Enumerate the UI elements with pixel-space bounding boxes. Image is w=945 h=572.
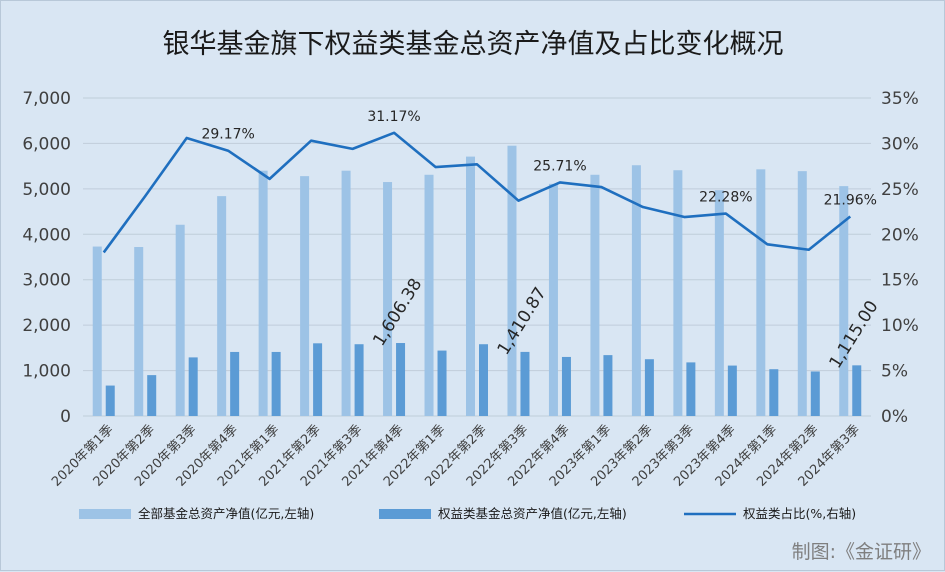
legend-swatch-equity [379,509,431,519]
bar-total [134,247,143,416]
left-tick-label: 7,000 [22,89,71,109]
source-credit: 制图:《金证研》 [792,541,931,563]
bar-total [798,171,807,416]
bar-equity [686,362,695,416]
bar-total [756,169,765,416]
bar-equity [189,357,198,416]
legend-label-ratio: 权益类占比(%,右轴) [743,506,856,521]
value-label: 1,115.00 [825,297,882,372]
bar-equity [230,352,239,416]
right-tick-label: 25% [881,180,919,200]
left-tick-label: 0 [60,407,71,427]
bar-total [342,171,351,416]
bar-equity [147,375,156,416]
bar-equity [852,365,861,416]
bar-total [93,247,102,416]
bar-equity [811,371,820,416]
bar-equity [520,352,529,416]
right-tick-label: 35% [881,89,919,109]
left-tick-label: 4,000 [22,225,71,245]
bar-equity [479,344,488,416]
bar-equity [106,386,115,416]
percent-label: 31.17% [367,109,420,125]
bar-total [176,225,185,416]
right-tick-label: 5% [881,362,908,382]
bar-total [259,171,268,416]
value-label: 1,410.87 [494,284,551,359]
percent-label: 29.17% [201,127,254,143]
bar-total [383,182,392,416]
left-tick-label: 2,000 [22,316,71,336]
bar-equity [645,359,654,416]
bar-equity [355,344,364,416]
gridlines [83,98,871,416]
chart-title: 银华基金旗下权益类基金总资产净值及占比变化概况 [163,29,784,60]
bar-total [549,184,558,416]
legend-swatch-total [79,509,131,519]
percent-label: 22.28% [699,190,752,206]
right-tick-label: 0% [881,407,908,427]
bar-total [217,196,226,416]
bar-equity [603,355,612,416]
left-tick-label: 5,000 [22,180,71,200]
percent-label: 21.96% [824,192,877,208]
bar-total [507,146,516,416]
bar-total [715,190,724,416]
legend-label-equity: 权益类基金总资产净值(亿元,左轴) [438,506,627,521]
bar-equity [313,343,322,416]
bar-equity [728,366,737,416]
x-axis: 2020年第1季2020年第2季2020年第3季2020年第4季2021年第1季… [49,422,863,489]
value-label: 1,606.38 [369,275,426,350]
legend: 全部基金总资产净值(亿元,左轴) 权益类基金总资产净值(亿元,左轴) 权益类占比(%… [79,506,856,521]
percent-label: 25.71% [533,158,586,174]
right-tick-label: 15% [881,271,919,291]
bar-total [425,175,434,416]
legend-label-total: 全部基金总资产净值(亿元,左轴) [138,506,314,521]
bar-total [466,157,475,416]
bar-total [673,170,682,416]
bar-total [590,175,599,416]
left-tick-label: 6,000 [22,134,71,154]
bar-equity [769,369,778,416]
bar-equity [438,351,447,416]
bar-equity [562,357,571,416]
right-tick-label: 30% [881,134,919,154]
left-axis: 0 1,000 2,000 3,000 4,000 5,000 6,000 7,000 [22,89,71,427]
bar-total [300,176,309,416]
right-tick-label: 10% [881,316,919,336]
right-axis: 0% 5% 10% 15% 20% 25% 30% 35% [881,89,919,427]
left-tick-label: 1,000 [22,362,71,382]
bar-equity [272,352,281,416]
right-tick-label: 20% [881,225,919,245]
left-tick-label: 3,000 [22,271,71,291]
bar-equity [396,343,405,416]
